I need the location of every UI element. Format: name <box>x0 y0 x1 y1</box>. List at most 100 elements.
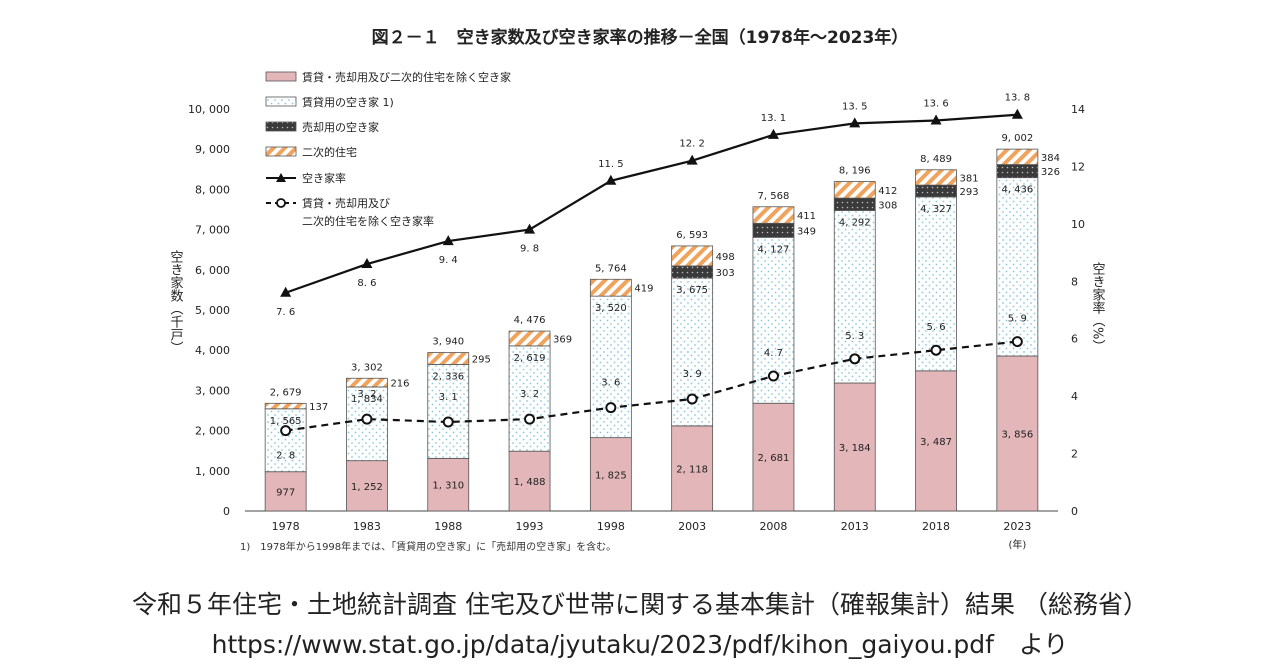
bar-total-label: 3, 302 <box>351 362 383 373</box>
line-value-label-rate2: 3. 2 <box>520 389 539 400</box>
bar-value-label-rental: 1, 565 <box>270 416 302 427</box>
y2-tick-label: 2 <box>1071 448 1078 461</box>
marker-rate <box>767 128 779 139</box>
bar-value-label-secondary: 369 <box>553 334 572 345</box>
bar-segment-rental <box>264 408 307 473</box>
bar-value-label-rental: 4, 327 <box>920 204 952 215</box>
line-value-label-rate: 13. 6 <box>923 98 948 109</box>
legend-swatch-secondary <box>265 146 297 157</box>
bar-segment-sale <box>671 265 714 279</box>
legend-swatch-other <box>265 71 297 82</box>
y-tick-label: 8, 000 <box>195 183 230 196</box>
marker-rate2 <box>280 425 292 437</box>
y2-tick-label: 6 <box>1071 333 1078 346</box>
bar-value-label-other: 1, 488 <box>514 477 546 488</box>
y2-tick-label: 10 <box>1071 218 1085 231</box>
marker-rate <box>280 286 292 297</box>
y-tick-label: 10, 000 <box>188 103 230 116</box>
line-value-label-rate2: 3. 9 <box>683 369 702 380</box>
bar-total-label: 9, 002 <box>1001 133 1033 144</box>
bar-value-label-sale: 293 <box>960 187 979 198</box>
bar-value-label-sale: 326 <box>1041 167 1060 178</box>
legend-label-secondary: 二次的住宅 <box>302 145 357 159</box>
y-tick-label: 4, 000 <box>195 344 230 357</box>
line-value-label-rate2: 5. 9 <box>1008 314 1027 325</box>
bar-segment-rental <box>915 196 957 372</box>
bar-segment-secondary <box>346 377 388 388</box>
marker-rate2 <box>1011 336 1023 348</box>
marker-rate2 <box>442 416 454 428</box>
y-tick-label: 2, 000 <box>195 425 230 438</box>
y-tick-label: 6, 000 <box>195 264 230 277</box>
bar-segment-secondary <box>752 206 795 224</box>
bar-total-label: 2, 679 <box>270 387 302 398</box>
bar-value-label-rental: 4, 292 <box>839 217 871 228</box>
line-value-label-rate: 7. 6 <box>276 307 295 318</box>
marker-rate <box>930 114 942 125</box>
line-rate <box>285 113 1018 294</box>
y-tick-label: 1, 000 <box>195 465 230 478</box>
line-value-label-rate: 9. 4 <box>439 255 458 266</box>
bar-value-label-rental: 4, 436 <box>1001 185 1033 196</box>
line-value-label-rate: 12. 2 <box>679 139 704 150</box>
line-value-label-rate2: 4. 7 <box>764 348 783 359</box>
marker-rate <box>605 174 617 185</box>
bar-value-label-sale: 349 <box>797 226 816 237</box>
marker-rate <box>849 117 861 128</box>
line-value-label-rate2: 3. 1 <box>439 392 458 403</box>
bar-value-label-rental: 4, 127 <box>758 244 790 255</box>
y2-tick-label: 12 <box>1071 160 1085 173</box>
marker-rate2 <box>686 393 698 405</box>
x-tick-label: 1978 <box>272 520 300 533</box>
bar-value-label-secondary: 137 <box>309 402 328 413</box>
x-tick-label: 1993 <box>516 520 544 533</box>
bar-segment-other <box>833 382 876 512</box>
bar-value-label-other: 3, 184 <box>839 443 871 454</box>
line-value-label-rate: 13. 1 <box>761 113 786 124</box>
bar-segment-secondary <box>996 148 1039 165</box>
bar-total-label: 4, 476 <box>514 315 546 326</box>
bar-value-label-other: 3, 487 <box>920 437 952 448</box>
y2-tick-label: 8 <box>1071 275 1078 288</box>
bar-total-label: 8, 196 <box>839 166 871 177</box>
marker-rate <box>686 154 698 165</box>
marker-rate2 <box>524 413 536 425</box>
legend-label-other: 賃貸・売却用及び二次的住宅を除く空き家 <box>302 70 511 84</box>
bar-value-label-other: 1, 252 <box>351 482 383 493</box>
bar-value-label-other: 3, 856 <box>1001 429 1033 440</box>
bar-value-label-other: 1, 310 <box>432 481 464 492</box>
legend-label-sale: 売却用の空き家 <box>302 120 379 134</box>
bar-segment-secondary <box>915 169 957 186</box>
x-tick-label: 2023 <box>1003 520 1031 533</box>
marker-rate <box>442 235 454 246</box>
bar-value-label-secondary: 381 <box>960 173 979 184</box>
chart-title: 図２－１ 空き家数及び空き家率の推移－全国（1978年～2023年） <box>372 27 909 48</box>
line-value-label-rate2: 2. 8 <box>276 451 295 462</box>
bar-total-label: 3, 940 <box>432 337 464 348</box>
bar-value-label-secondary: 411 <box>797 211 816 222</box>
bar-value-label-other: 2, 681 <box>758 453 790 464</box>
line-value-label-rate2: 5. 6 <box>927 322 946 333</box>
legend-swatch-rental <box>265 96 297 107</box>
marker-rate2 <box>767 370 779 382</box>
bar-segment-secondary <box>264 402 307 410</box>
bar-value-label-secondary: 498 <box>716 252 735 263</box>
bar-value-label-sale: 308 <box>878 200 897 211</box>
bar-total-label: 5, 764 <box>595 263 627 274</box>
marker-rate <box>361 258 373 269</box>
source-citation: 令和５年住宅・土地統計調査 住宅及び世帯に関する基本集計（確報集計）結果 （総務… <box>132 590 1148 619</box>
bar-segment-sale <box>996 164 1039 179</box>
y-axis-title: 空き家数（千戸） <box>168 250 184 354</box>
footnote: 1) 1978年から1998年までは、「賃貸用の空き家」に「売却用の空き家」を含… <box>240 540 616 553</box>
bar-segment-secondary <box>833 181 876 199</box>
x-tick-label: 1998 <box>597 520 625 533</box>
bar-value-label-secondary: 295 <box>472 355 491 366</box>
line-value-label-rate: 13. 8 <box>1005 93 1030 104</box>
bar-value-label-rental: 2, 336 <box>432 371 464 382</box>
marker-rate2 <box>930 344 942 356</box>
x-tick-label: 2013 <box>841 520 869 533</box>
line-value-label-rate: 9. 8 <box>520 244 539 255</box>
bar-value-label-other: 2, 118 <box>676 464 708 475</box>
bar-segment-other <box>589 437 632 512</box>
x-tick-label: 1983 <box>353 520 381 533</box>
